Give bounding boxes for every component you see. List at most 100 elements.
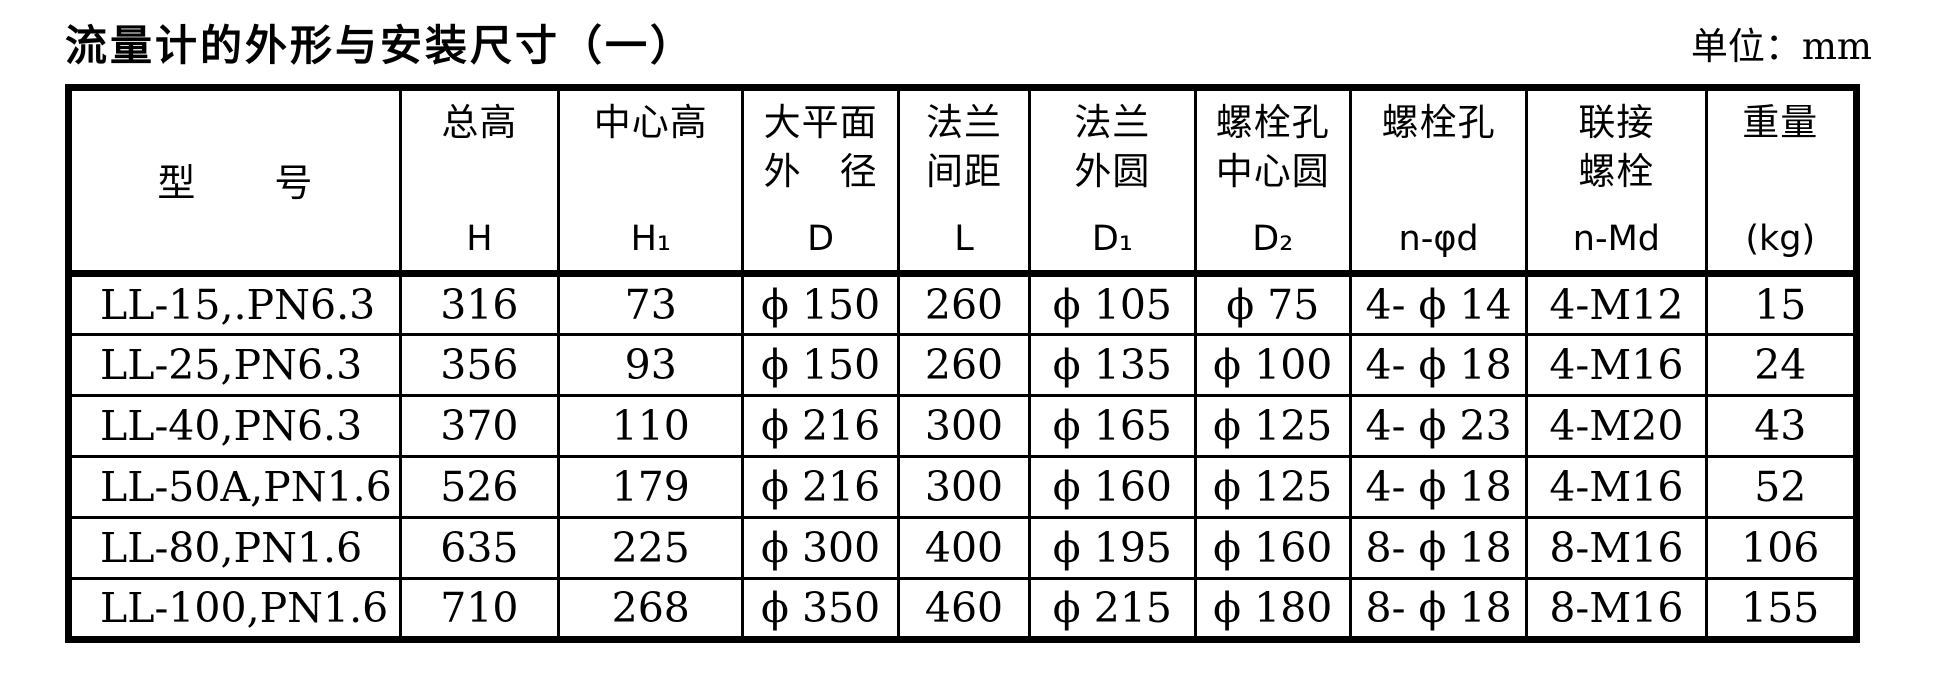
cell-flange-spacing: 300 bbox=[896, 394, 1032, 458]
cell-bolt-circle: ϕ 100 bbox=[1193, 333, 1352, 397]
unit-label-text: 单位： bbox=[1690, 26, 1802, 67]
document-header: 流量计的外形与安装尺寸（一） 单位：mm bbox=[65, 8, 1872, 80]
column-header-label: 联接 螺栓 bbox=[1578, 102, 1655, 192]
cell-model: LL-50A,PN1.6 bbox=[67, 455, 402, 519]
cell-bolt-circle: ϕ 180 bbox=[1193, 577, 1352, 641]
column-header-bolt-holes: 螺栓孔 n-φd bbox=[1348, 86, 1529, 277]
column-header-connecting-bolts: 联接 螺栓 n-Md bbox=[1525, 86, 1708, 277]
column-header-model-label: 型 号 bbox=[157, 162, 314, 205]
column-header-total-height: 总高 H bbox=[398, 86, 561, 277]
page-title: 流量计的外形与安装尺寸（一） bbox=[65, 22, 696, 69]
column-header-symbol: H₁ bbox=[630, 219, 671, 259]
table-header: 型 号 总高 H 中心高 H₁ 大平面 外 径 bbox=[67, 86, 1859, 277]
column-header-label: 法兰 外圆 bbox=[1074, 102, 1151, 192]
cell-flange-od: ϕ 215 bbox=[1028, 577, 1197, 641]
column-header-label: 螺栓孔 bbox=[1381, 102, 1496, 143]
cell-large-plane-od: ϕ 300 bbox=[741, 516, 900, 580]
column-header-flange-spacing: 法兰 间距 L bbox=[896, 86, 1032, 277]
cell-weight: 155 bbox=[1704, 577, 1859, 641]
column-header-flange-od: 法兰 外圆 D₁ bbox=[1028, 86, 1197, 277]
cell-center-height: 110 bbox=[557, 394, 745, 458]
cell-total-height: 356 bbox=[398, 333, 561, 397]
cell-model: LL-25,PN6.3 bbox=[67, 333, 402, 397]
cell-bolt-circle: ϕ 160 bbox=[1193, 516, 1352, 580]
cell-total-height: 370 bbox=[398, 394, 561, 458]
cell-center-height: 225 bbox=[557, 516, 745, 580]
cell-weight: 106 bbox=[1704, 516, 1859, 580]
cell-bolt-circle: ϕ 75 bbox=[1193, 272, 1352, 336]
cell-flange-od: ϕ 160 bbox=[1028, 455, 1197, 519]
cell-flange-spacing: 460 bbox=[896, 577, 1032, 641]
cell-weight: 52 bbox=[1704, 455, 1859, 519]
cell-center-height: 73 bbox=[557, 272, 745, 336]
cell-weight: 15 bbox=[1704, 272, 1859, 336]
cell-large-plane-od: ϕ 216 bbox=[741, 394, 900, 458]
cell-total-height: 316 bbox=[398, 272, 561, 336]
column-header-symbol: D₁ bbox=[1091, 219, 1133, 259]
column-header-label: 总高 bbox=[441, 102, 518, 143]
cell-flange-spacing: 300 bbox=[896, 455, 1032, 519]
column-header-bolt-circle: 螺栓孔 中心圆 D₂ bbox=[1193, 86, 1352, 277]
column-header-symbol: L bbox=[954, 219, 974, 259]
unit-value: mm bbox=[1801, 25, 1872, 68]
column-header-label: 中心高 bbox=[593, 102, 708, 143]
cell-weight: 24 bbox=[1704, 333, 1859, 397]
cell-bolt-holes: 8- ϕ 18 bbox=[1348, 516, 1529, 580]
column-header-label: 螺栓孔 中心圆 bbox=[1215, 102, 1330, 192]
column-header-weight: 重量 (kg) bbox=[1704, 86, 1859, 277]
cell-flange-spacing: 400 bbox=[896, 516, 1032, 580]
cell-large-plane-od: ϕ 216 bbox=[741, 455, 900, 519]
column-header-symbol: (kg) bbox=[1745, 219, 1816, 259]
table-row: LL-25,PN6.3 356 93 ϕ 150 260 ϕ 135 ϕ 100… bbox=[67, 333, 1859, 397]
cell-flange-od: ϕ 165 bbox=[1028, 394, 1197, 458]
column-header-model: 型 号 bbox=[67, 86, 402, 277]
table-row: LL-50A,PN1.6 526 179 ϕ 216 300 ϕ 160 ϕ 1… bbox=[67, 455, 1859, 519]
cell-bolt-holes: 4- ϕ 23 bbox=[1348, 394, 1529, 458]
header-row: 型 号 总高 H 中心高 H₁ 大平面 外 径 bbox=[67, 86, 1859, 277]
cell-connecting-bolts: 4-M16 bbox=[1525, 333, 1708, 397]
cell-weight: 43 bbox=[1704, 394, 1859, 458]
cell-total-height: 526 bbox=[398, 455, 561, 519]
cell-large-plane-od: ϕ 150 bbox=[741, 272, 900, 336]
cell-connecting-bolts: 4-M20 bbox=[1525, 394, 1708, 458]
unit-label: 单位：mm bbox=[1691, 8, 1872, 70]
cell-connecting-bolts: 4-M12 bbox=[1525, 272, 1708, 336]
cell-model: LL-100,PN1.6 bbox=[67, 577, 402, 641]
cell-connecting-bolts: 8-M16 bbox=[1525, 516, 1708, 580]
column-header-symbol: n-φd bbox=[1398, 219, 1479, 259]
cell-bolt-holes: 4- ϕ 14 bbox=[1348, 272, 1529, 336]
cell-model: LL-15,.PN6.3 bbox=[67, 272, 402, 336]
cell-model: LL-80,PN1.6 bbox=[67, 516, 402, 580]
table-body: LL-15,.PN6.3 316 73 ϕ 150 260 ϕ 105 ϕ 75… bbox=[67, 272, 1859, 641]
column-header-center-height: 中心高 H₁ bbox=[557, 86, 745, 277]
table-row: LL-40,PN6.3 370 110 ϕ 216 300 ϕ 165 ϕ 12… bbox=[67, 394, 1859, 458]
cell-large-plane-od: ϕ 150 bbox=[741, 333, 900, 397]
cell-flange-od: ϕ 195 bbox=[1028, 516, 1197, 580]
column-header-symbol: n-Md bbox=[1572, 219, 1661, 259]
dimensions-table: 型 号 总高 H 中心高 H₁ 大平面 外 径 bbox=[65, 84, 1860, 643]
cell-flange-od: ϕ 105 bbox=[1028, 272, 1197, 336]
cell-center-height: 93 bbox=[557, 333, 745, 397]
cell-large-plane-od: ϕ 350 bbox=[741, 577, 900, 641]
column-header-symbol: D₂ bbox=[1252, 219, 1294, 259]
column-header-symbol: D bbox=[807, 219, 835, 259]
cell-center-height: 179 bbox=[557, 455, 745, 519]
cell-bolt-holes: 8- ϕ 18 bbox=[1348, 577, 1529, 641]
column-header-symbol: H bbox=[466, 219, 493, 259]
cell-bolt-holes: 4- ϕ 18 bbox=[1348, 455, 1529, 519]
cell-flange-spacing: 260 bbox=[896, 272, 1032, 336]
column-header-label: 重量 bbox=[1742, 102, 1819, 143]
cell-flange-spacing: 260 bbox=[896, 333, 1032, 397]
cell-bolt-circle: ϕ 125 bbox=[1193, 394, 1352, 458]
cell-flange-od: ϕ 135 bbox=[1028, 333, 1197, 397]
cell-center-height: 268 bbox=[557, 577, 745, 641]
cell-bolt-circle: ϕ 125 bbox=[1193, 455, 1352, 519]
cell-connecting-bolts: 8-M16 bbox=[1525, 577, 1708, 641]
table-row: LL-15,.PN6.3 316 73 ϕ 150 260 ϕ 105 ϕ 75… bbox=[67, 272, 1859, 336]
column-header-large-plane-od: 大平面 外 径 D bbox=[741, 86, 900, 277]
table-row: LL-100,PN1.6 710 268 ϕ 350 460 ϕ 215 ϕ 1… bbox=[67, 577, 1859, 641]
table-row: LL-80,PN1.6 635 225 ϕ 300 400 ϕ 195 ϕ 16… bbox=[67, 516, 1859, 580]
cell-bolt-holes: 4- ϕ 18 bbox=[1348, 333, 1529, 397]
column-header-label: 法兰 间距 bbox=[926, 102, 1002, 192]
document-page: 流量计的外形与安装尺寸（一） 单位：mm 型 号 总高 bbox=[65, 8, 1872, 643]
